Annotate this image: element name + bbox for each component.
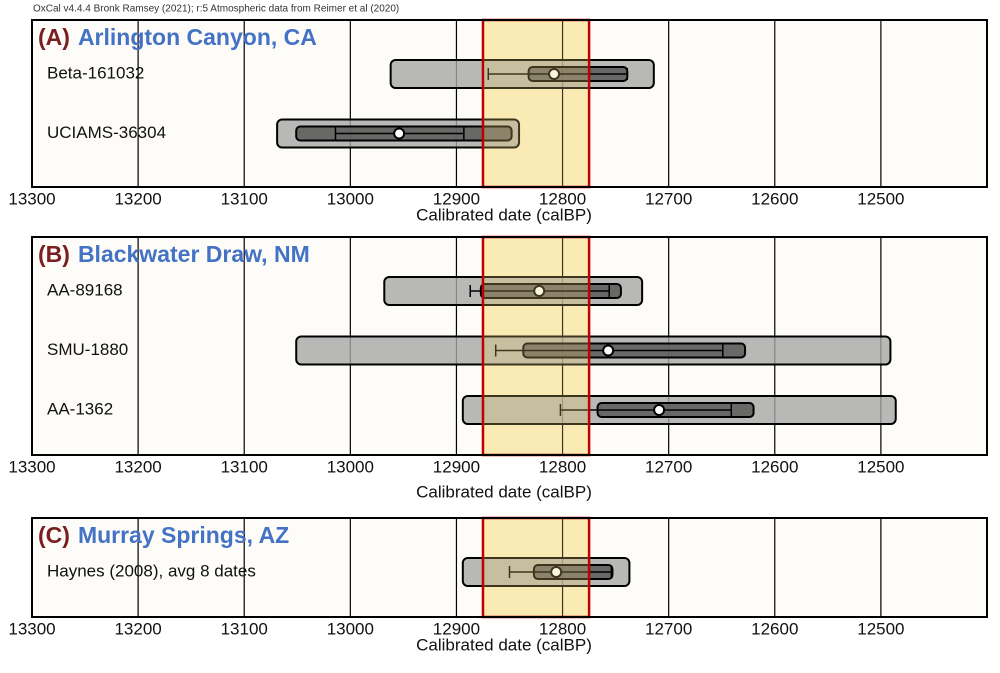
x-tick-label: 13300: [8, 189, 55, 208]
x-tick-label: 13000: [327, 189, 374, 208]
x-tick-label: 12600: [751, 619, 798, 638]
x-tick-label: 13000: [327, 619, 374, 638]
panel-label: (B): [38, 241, 70, 267]
x-tick-label: 12500: [857, 619, 904, 638]
x-tick-label: 12500: [857, 189, 904, 208]
panel-label: (A): [38, 24, 70, 50]
sample-name: Beta-161032: [47, 63, 144, 82]
x-tick-label: 13200: [114, 457, 161, 476]
x-tick-label: 13300: [8, 619, 55, 638]
x-tick-label: 12800: [539, 457, 586, 476]
sample-name: UCIAMS-36304: [47, 123, 166, 142]
highlight-border: [481, 235, 591, 457]
x-axis-label: Calibrated date (calBP): [416, 482, 592, 501]
x-tick-label: 13100: [221, 619, 268, 638]
x-tick-label: 12600: [751, 457, 798, 476]
panel-title: Blackwater Draw, NM: [78, 241, 310, 267]
panel-label: (C): [38, 522, 70, 548]
x-tick-label: 12500: [857, 457, 904, 476]
plot-frame: [31, 517, 988, 618]
x-tick-label: 13300: [8, 457, 55, 476]
sample-name: SMU-1880: [47, 340, 128, 359]
x-tick-label: 12700: [645, 619, 692, 638]
x-tick-label: 12900: [433, 457, 480, 476]
x-tick-label: 12800: [539, 619, 586, 638]
highlight-border: [481, 18, 591, 189]
median-point: [533, 285, 546, 297]
x-axis-label: Calibrated date (calBP): [416, 635, 592, 654]
median-point: [548, 68, 561, 80]
median-point: [393, 127, 406, 140]
x-tick-label: 13100: [221, 457, 268, 476]
x-axis-label: Calibrated date (calBP): [416, 205, 592, 224]
panel-title: Arlington Canyon, CA: [78, 24, 317, 50]
sample-name: AA-89168: [47, 280, 123, 299]
x-tick-label: 12700: [645, 457, 692, 476]
x-tick-label: 12900: [433, 619, 480, 638]
plot-frame: [31, 19, 988, 188]
x-tick-label: 13000: [327, 457, 374, 476]
x-tick-label: 13100: [221, 189, 268, 208]
sample-name: Haynes (2008), avg 8 dates: [47, 561, 256, 580]
x-tick-label: 12800: [539, 189, 586, 208]
median-point: [602, 344, 615, 357]
x-tick-label: 12900: [433, 189, 480, 208]
x-tick-label: 12700: [645, 189, 692, 208]
x-tick-label: 13200: [114, 189, 161, 208]
median-point: [550, 566, 563, 578]
highlight-band: [482, 20, 590, 187]
panel-title: Murray Springs, AZ: [78, 522, 289, 548]
sample-name: AA-1362: [47, 399, 113, 418]
x-tick-label: 12600: [751, 189, 798, 208]
highlight-border: [481, 516, 591, 619]
median-point: [653, 404, 666, 416]
x-tick-label: 13200: [114, 619, 161, 638]
plot-frame: [31, 236, 988, 456]
credit: OxCal v4.4.4 Bronk Ramsey (2021); r:5 At…: [33, 4, 399, 15]
